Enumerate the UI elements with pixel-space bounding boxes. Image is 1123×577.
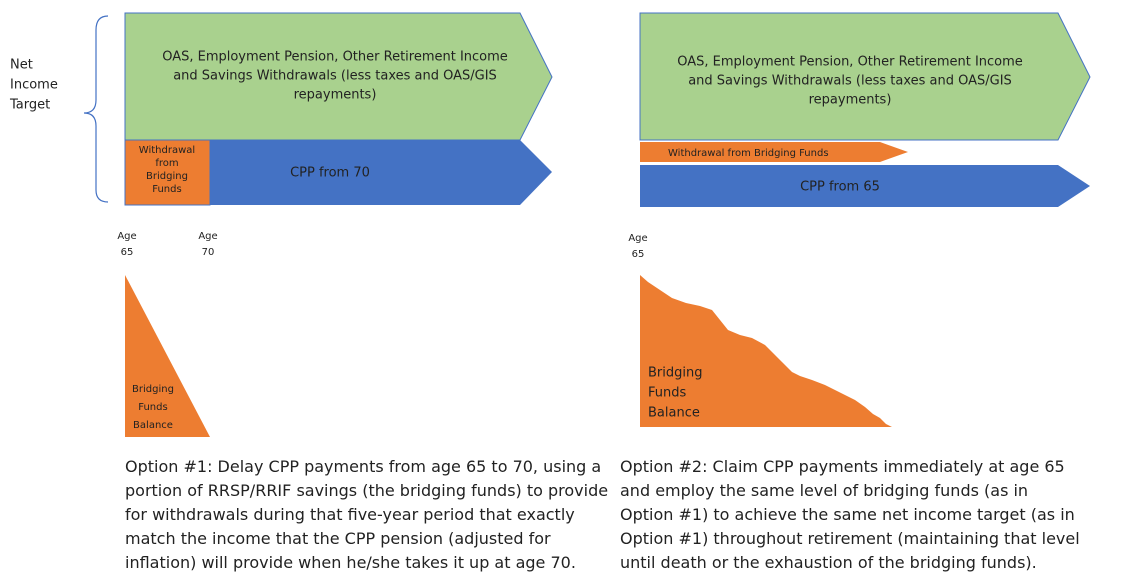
age-label: Age [117, 231, 136, 242]
age-label: 65 [121, 247, 134, 258]
caption: match the income that the CPP pension (a… [125, 529, 551, 548]
caption: inflation) will provide when he/she take… [125, 553, 576, 572]
balance-area [640, 275, 892, 427]
green-arrow-text: OAS, Employment Pension, Other Retiremen… [162, 50, 508, 65]
green-arrow-text: OAS, Employment Pension, Other Retiremen… [677, 55, 1023, 70]
blue-arrow [210, 140, 552, 205]
caption: Option #1: Delay CPP payments from age 6… [125, 457, 601, 476]
green-arrow-text: repayments) [809, 93, 892, 108]
green-arrow-text: and Savings Withdrawals (less taxes and … [173, 69, 497, 84]
caption: Option #2: Claim CPP payments immediatel… [620, 457, 1065, 476]
blue-arrow [640, 165, 1090, 207]
balance-label: Bridging [132, 384, 174, 395]
caption: Option #1) to achieve the same net incom… [620, 505, 1075, 524]
blue-arrow-text: CPP from 65 [800, 180, 880, 195]
orange-box-text: Withdrawal [139, 145, 195, 156]
green-arrow-text: and Savings Withdrawals (less taxes and … [688, 74, 1012, 89]
brace [83, 15, 109, 203]
caption: portion of RRSP/RRIF savings (the bridgi… [125, 481, 608, 500]
balance-label: Bridging [648, 366, 702, 381]
caption: for withdrawals during that five-year pe… [125, 505, 575, 524]
orange-arrow [640, 142, 908, 162]
age-label: Age [628, 233, 647, 244]
green-arrow [639, 12, 1091, 141]
caption: until death or the exhaustion of the bri… [620, 553, 1037, 572]
orange-box-text: Funds [152, 184, 181, 195]
blue-arrow-text: CPP from 70 [290, 166, 370, 181]
green-arrow-text: repayments) [294, 88, 377, 103]
balance-label: Balance [133, 420, 173, 431]
balance-label: Funds [648, 386, 686, 401]
age-label: 65 [632, 249, 645, 260]
net-income-label: Income [10, 78, 58, 93]
age-label: 70 [202, 247, 215, 258]
balance-label: Balance [648, 406, 700, 421]
green-arrow [124, 12, 553, 141]
balance-triangle [125, 275, 210, 437]
orange-box-text: Bridging [146, 171, 188, 182]
balance-label: Funds [138, 402, 167, 413]
caption: and employ the same level of bridging fu… [620, 481, 1028, 500]
net-income-label: Target [9, 98, 50, 113]
orange-box-text: from [155, 158, 178, 169]
orange-arrow-text: Withdrawal from Bridging Funds [668, 148, 829, 159]
orange-box [124, 139, 211, 206]
caption: Option #1) throughout retirement (mainta… [620, 529, 1080, 548]
age-label: Age [198, 231, 217, 242]
net-income-label: Net [10, 58, 33, 73]
